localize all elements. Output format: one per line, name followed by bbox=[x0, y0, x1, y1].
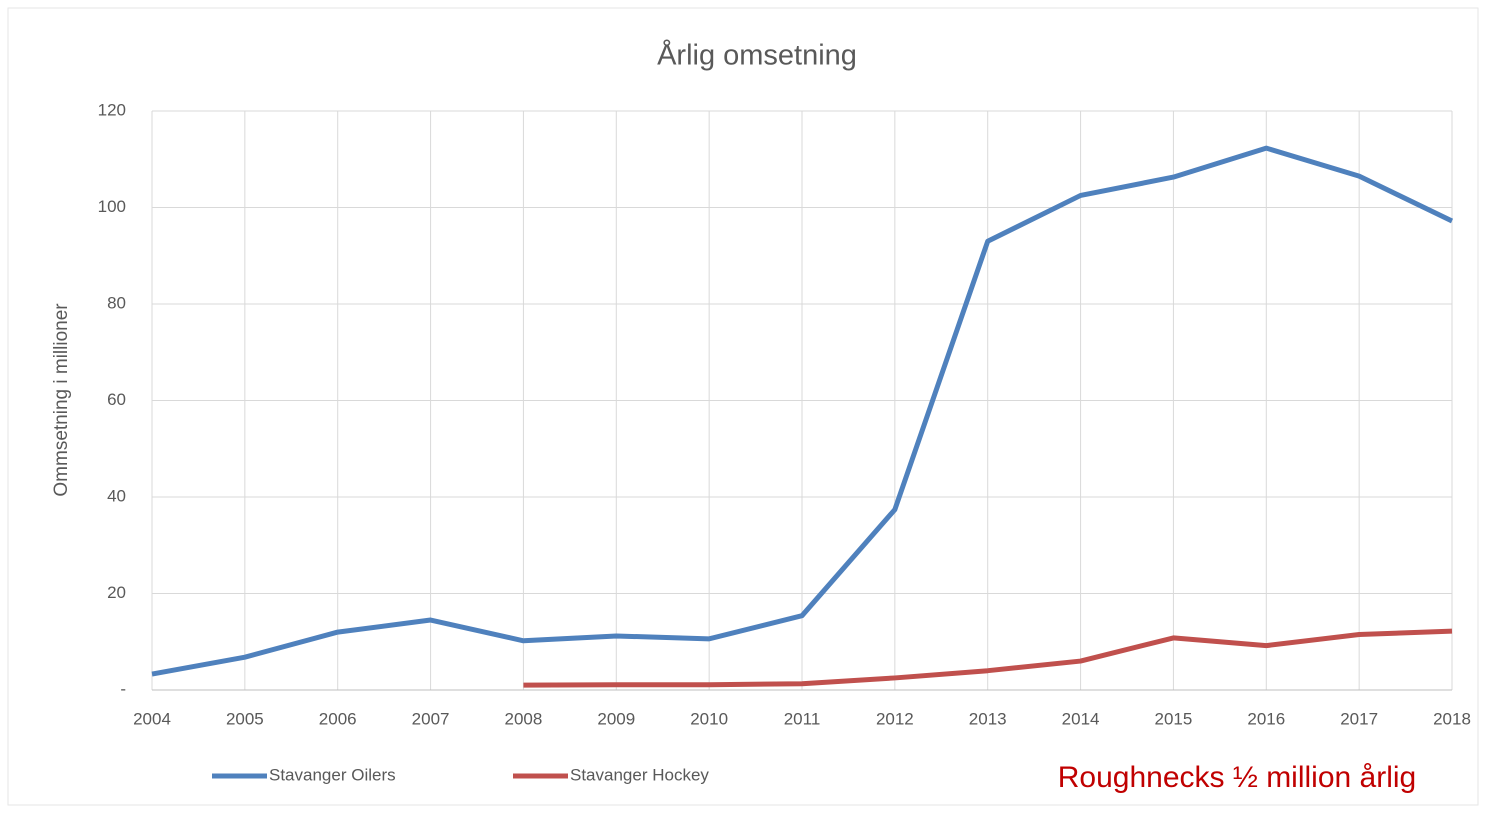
y-tick-label: 20 bbox=[107, 583, 126, 602]
y-tick-label: 100 bbox=[98, 197, 126, 216]
x-tick-label: 2014 bbox=[1062, 709, 1100, 728]
legend-label: Stavanger Hockey bbox=[570, 765, 709, 784]
y-tick-label: 40 bbox=[107, 486, 126, 505]
x-tick-label: 2004 bbox=[133, 709, 171, 728]
x-tick-label: 2012 bbox=[876, 709, 914, 728]
x-tick-label: 2005 bbox=[226, 709, 264, 728]
x-tick-label: 2009 bbox=[597, 709, 635, 728]
x-tick-label: 2017 bbox=[1340, 709, 1378, 728]
y-axis-label: Ommsetning i millioner bbox=[51, 303, 72, 497]
x-tick-label: 2006 bbox=[319, 709, 357, 728]
x-tick-label: 2007 bbox=[412, 709, 450, 728]
y-tick-label: 60 bbox=[107, 390, 126, 409]
x-tick-label: 2011 bbox=[784, 709, 821, 728]
x-tick-label: 2013 bbox=[969, 709, 1007, 728]
series-line bbox=[523, 628, 1453, 688]
annotation: Roughnecks ½ million årlig bbox=[1058, 761, 1417, 794]
series-line bbox=[151, 145, 1454, 677]
x-tick-label: 2015 bbox=[1155, 709, 1193, 728]
chart-border bbox=[7, 7, 1479, 806]
legend-label: Stavanger Oilers bbox=[269, 765, 396, 784]
x-tick-label: 2018 bbox=[1433, 709, 1471, 728]
y-tick-label: 120 bbox=[98, 100, 126, 119]
chart-title: Årlig omsetning bbox=[657, 39, 857, 72]
x-tick-label: 2010 bbox=[690, 709, 728, 728]
x-tick-label: 2008 bbox=[505, 709, 543, 728]
y-tick-label: - bbox=[120, 679, 126, 698]
x-tick-label: 2016 bbox=[1247, 709, 1285, 728]
y-tick-label: 80 bbox=[107, 293, 126, 312]
